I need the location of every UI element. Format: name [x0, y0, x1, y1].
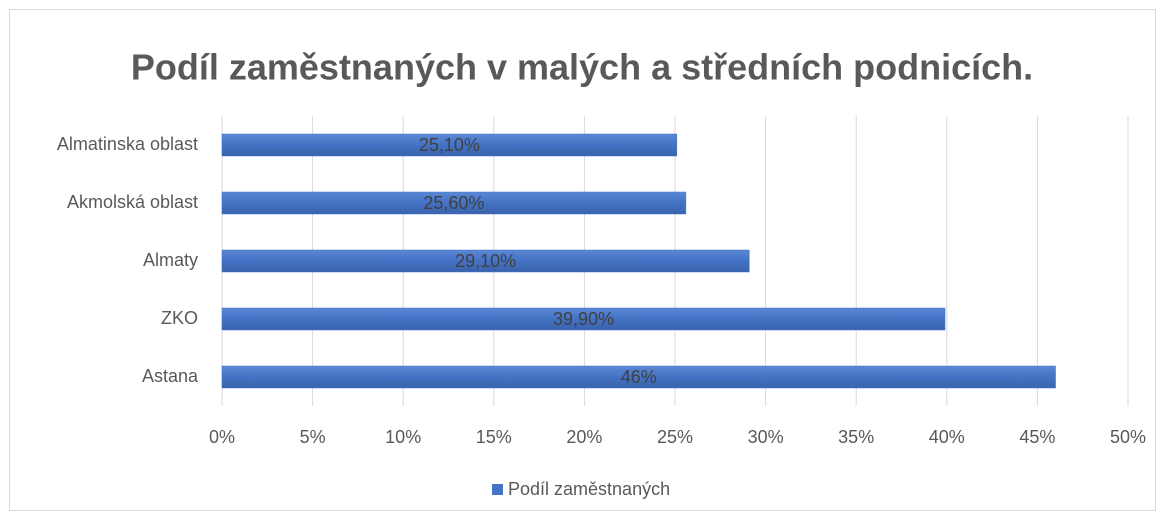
legend-label: Podíl zaměstnaných — [508, 479, 670, 499]
data-label: 25,60% — [423, 193, 484, 213]
x-tick-label: 30% — [748, 427, 784, 447]
y-tick-label: Akmolská oblast — [67, 192, 198, 212]
y-tick-label: ZKO — [161, 308, 198, 328]
data-label: 29,10% — [455, 251, 516, 271]
bar — [221, 365, 1056, 389]
legend-swatch — [492, 484, 503, 495]
x-tick-label: 20% — [566, 427, 602, 447]
bar — [221, 191, 687, 215]
x-tick-label: 35% — [838, 427, 874, 447]
x-tick-label: 25% — [657, 427, 693, 447]
x-tick-label: 40% — [929, 427, 965, 447]
bar — [221, 307, 946, 331]
chart-title: Podíl zaměstnaných v malých a středních … — [131, 47, 1033, 88]
data-label: 46% — [621, 367, 657, 387]
y-tick-label: Almatinska oblast — [57, 134, 198, 154]
x-tick-label: 0% — [209, 427, 235, 447]
y-tick-label: Astana — [142, 366, 199, 386]
y-tick-label: Almaty — [143, 250, 198, 270]
bar — [221, 133, 678, 157]
x-tick-label: 50% — [1110, 427, 1146, 447]
x-tick-label: 45% — [1019, 427, 1055, 447]
x-tick-label: 15% — [476, 427, 512, 447]
x-tick-label: 5% — [300, 427, 326, 447]
bar — [221, 249, 750, 273]
x-tick-label: 10% — [385, 427, 421, 447]
data-label: 39,90% — [553, 309, 614, 329]
data-label: 25,10% — [419, 135, 480, 155]
